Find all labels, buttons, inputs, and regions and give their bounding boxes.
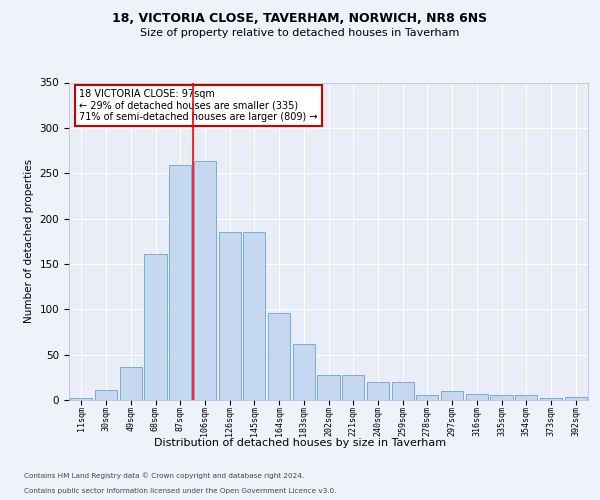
Bar <box>95 390 117 400</box>
Bar <box>317 374 340 400</box>
Bar <box>194 162 216 400</box>
Text: 18 VICTORIA CLOSE: 97sqm
← 29% of detached houses are smaller (335)
71% of semi-: 18 VICTORIA CLOSE: 97sqm ← 29% of detach… <box>79 89 318 122</box>
Bar <box>441 391 463 400</box>
Y-axis label: Number of detached properties: Number of detached properties <box>24 159 34 324</box>
Bar <box>416 394 439 400</box>
Bar <box>342 374 364 400</box>
Bar <box>169 165 191 400</box>
Bar <box>540 398 562 400</box>
Bar <box>145 254 167 400</box>
Bar <box>293 344 315 400</box>
Bar <box>70 398 92 400</box>
Bar <box>466 394 488 400</box>
Bar <box>367 382 389 400</box>
Bar <box>490 394 512 400</box>
Text: 18, VICTORIA CLOSE, TAVERHAM, NORWICH, NR8 6NS: 18, VICTORIA CLOSE, TAVERHAM, NORWICH, N… <box>112 12 488 26</box>
Text: Size of property relative to detached houses in Taverham: Size of property relative to detached ho… <box>140 28 460 38</box>
Text: Contains public sector information licensed under the Open Government Licence v3: Contains public sector information licen… <box>24 488 337 494</box>
Bar <box>119 368 142 400</box>
Text: Contains HM Land Registry data © Crown copyright and database right 2024.: Contains HM Land Registry data © Crown c… <box>24 472 304 479</box>
Text: Distribution of detached houses by size in Taverham: Distribution of detached houses by size … <box>154 438 446 448</box>
Bar <box>218 232 241 400</box>
Bar <box>268 313 290 400</box>
Bar <box>392 382 414 400</box>
Bar <box>515 396 538 400</box>
Bar <box>243 232 265 400</box>
Bar <box>565 398 587 400</box>
